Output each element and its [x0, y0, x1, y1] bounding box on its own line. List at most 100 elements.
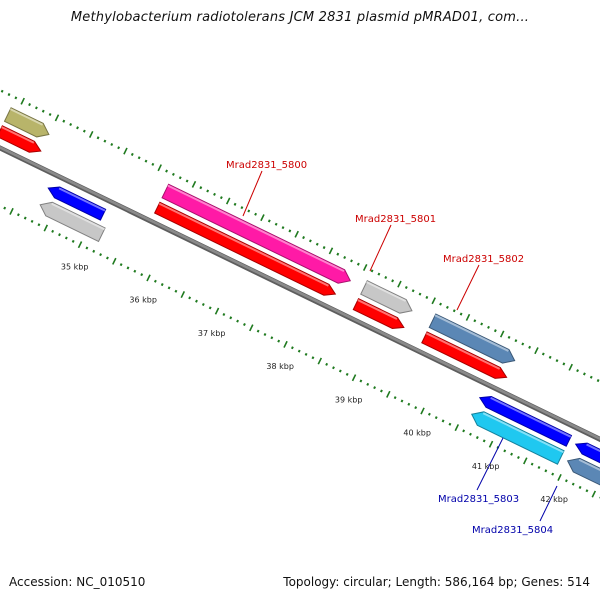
minor-tick — [240, 206, 244, 210]
gene-arrow-highlight — [586, 443, 600, 453]
major-tick — [557, 473, 562, 481]
major-tick — [180, 291, 186, 299]
major-tick — [294, 230, 299, 238]
minor-tick — [69, 122, 73, 127]
minor-tick — [576, 369, 579, 373]
minor-tick — [407, 402, 411, 406]
minor-tick — [475, 436, 479, 440]
minor-tick — [117, 146, 121, 150]
gene-arrow[interactable] — [39, 201, 106, 243]
gene-label[interactable]: Mrad2831_5801 — [355, 214, 436, 225]
gene-feature[interactable] — [360, 280, 413, 314]
minor-tick — [62, 119, 66, 123]
gene-arrow[interactable] — [360, 280, 413, 314]
gene-feature[interactable] — [0, 125, 42, 153]
gene-arrow[interactable] — [421, 331, 508, 379]
minor-tick — [71, 239, 75, 243]
feature-track — [0, 107, 600, 500]
gene-arrow[interactable] — [470, 411, 565, 465]
gene-arrow-highlight — [9, 108, 44, 126]
minor-tick — [332, 366, 335, 370]
minor-tick — [459, 312, 463, 316]
minor-tick — [263, 332, 267, 336]
minor-tick — [99, 253, 103, 257]
minor-tick — [270, 336, 274, 340]
gene-label[interactable]: Mrad2831_5803 — [438, 494, 519, 505]
gene-arrow[interactable] — [47, 186, 107, 221]
minor-tick — [482, 439, 486, 443]
gene-arrow-highlight — [158, 202, 329, 287]
minor-tick — [297, 349, 301, 353]
gene-feature[interactable] — [574, 442, 600, 483]
minor-tick — [548, 355, 552, 359]
minor-tick — [350, 259, 353, 263]
minor-tick — [133, 269, 137, 273]
major-tick — [260, 214, 265, 222]
minor-tick — [178, 176, 182, 180]
minor-tick — [243, 322, 246, 326]
minor-tick — [247, 209, 251, 213]
minor-tick — [151, 162, 155, 166]
backbone-line-light — [0, 145, 600, 441]
minor-tick — [171, 172, 175, 176]
gene-arrow[interactable] — [153, 201, 337, 296]
minor-tick — [199, 186, 203, 190]
gene-label[interactable]: Mrad2831_5802 — [443, 254, 524, 265]
minor-tick — [34, 106, 38, 110]
minor-tick — [254, 212, 258, 216]
gene-feature[interactable] — [421, 331, 508, 379]
major-tick — [214, 307, 220, 315]
gene-arrow-highlight — [482, 412, 564, 453]
gene-arrow-highlight — [578, 458, 600, 471]
minor-tick — [487, 325, 490, 329]
minor-tick — [578, 485, 582, 489]
minor-tick — [336, 252, 340, 256]
gene-feature[interactable] — [566, 457, 600, 500]
major-tick — [591, 490, 597, 498]
minor-tick — [473, 319, 477, 323]
minor-tick — [0, 89, 4, 93]
gene-arrow[interactable] — [566, 457, 600, 500]
gene-feature[interactable] — [478, 396, 573, 447]
major-tick — [123, 147, 128, 155]
minor-tick — [277, 339, 281, 343]
minor-tick — [514, 339, 518, 343]
minor-tick — [541, 352, 545, 356]
minor-tick — [414, 406, 418, 410]
minor-tick — [58, 233, 61, 237]
major-tick — [386, 390, 391, 398]
callout-line — [242, 170, 263, 217]
minor-tick — [528, 345, 532, 349]
gene-arrow[interactable] — [352, 298, 405, 329]
gene-arrow[interactable] — [0, 125, 42, 153]
gene-feature[interactable] — [3, 107, 50, 138]
gene-arrow[interactable] — [3, 107, 50, 138]
callout-line — [476, 437, 504, 491]
minor-tick — [582, 372, 586, 376]
minor-tick — [377, 272, 381, 276]
minor-tick — [359, 379, 363, 383]
gene-feature[interactable] — [47, 186, 107, 221]
minor-tick — [126, 266, 130, 270]
minor-tick — [589, 375, 593, 379]
gene-feature[interactable] — [161, 183, 352, 284]
kbp-label: 35 kbp — [61, 262, 89, 271]
gene-feature[interactable] — [352, 298, 405, 329]
minor-tick — [325, 362, 329, 366]
gene-feature[interactable] — [470, 411, 565, 465]
gene-arrow[interactable] — [161, 183, 352, 284]
gene-label[interactable]: Mrad2831_5800 — [226, 160, 307, 171]
gene-label[interactable]: Mrad2831_5804 — [472, 525, 553, 536]
gene-feature[interactable] — [39, 201, 106, 243]
major-tick — [568, 363, 573, 371]
major-tick — [283, 340, 288, 348]
major-tick — [362, 264, 368, 272]
major-tick — [9, 207, 14, 215]
minor-tick — [391, 279, 395, 283]
minor-tick — [571, 482, 575, 486]
gene-feature[interactable] — [153, 201, 337, 296]
gene-arrow[interactable] — [478, 396, 573, 447]
gene-feature[interactable] — [428, 313, 516, 364]
major-tick — [191, 180, 197, 188]
minor-tick — [174, 289, 178, 293]
